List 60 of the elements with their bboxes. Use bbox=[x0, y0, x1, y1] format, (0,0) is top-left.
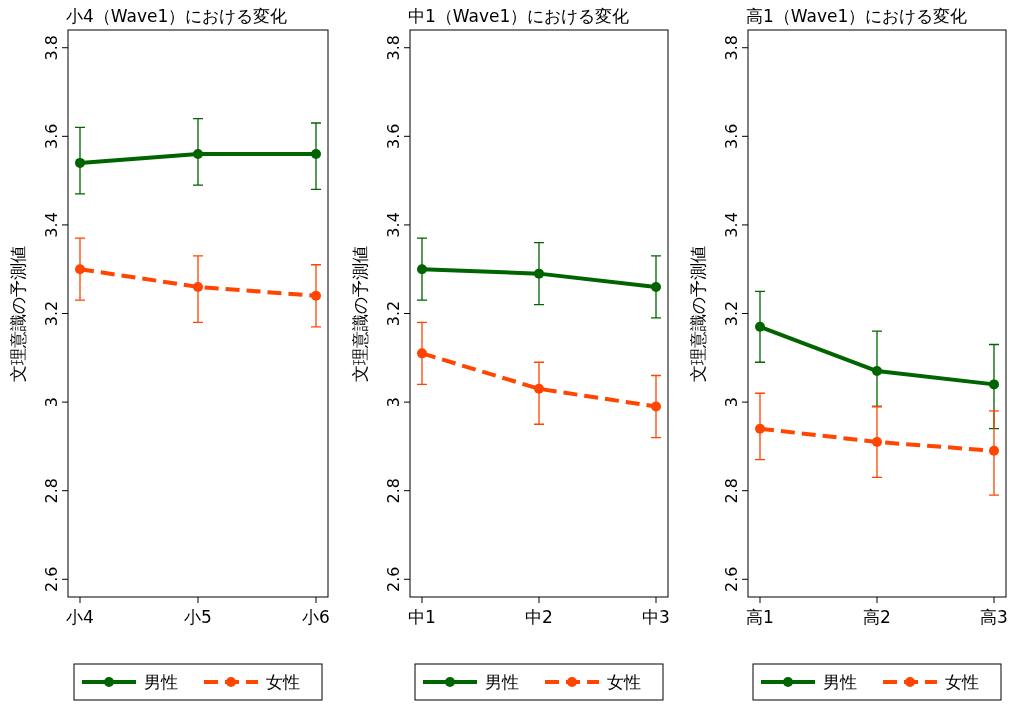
x-tick-label: 中2 bbox=[525, 607, 553, 627]
y-tick-label: 3.6 bbox=[722, 123, 741, 150]
y-axis-title: 文理意識の予測値 bbox=[688, 245, 708, 382]
chart-title: 小4（Wave1）における変化 bbox=[66, 6, 288, 26]
y-tick-label: 3.8 bbox=[42, 34, 61, 61]
x-tick-label: 小6 bbox=[302, 607, 330, 627]
legend-label: 女性 bbox=[607, 672, 641, 692]
point bbox=[872, 366, 882, 377]
legend-label: 男性 bbox=[823, 672, 857, 692]
x-tick-label: 小5 bbox=[184, 607, 212, 627]
y-tick-label: 3.6 bbox=[384, 123, 403, 150]
x-tick-label: 中1 bbox=[408, 607, 436, 627]
y-tick-label: 3.4 bbox=[42, 212, 61, 238]
y-tick-label: 2.8 bbox=[722, 477, 741, 504]
point bbox=[193, 281, 203, 292]
point bbox=[989, 445, 999, 456]
point bbox=[417, 264, 427, 275]
point bbox=[193, 149, 203, 160]
y-tick-label: 3.2 bbox=[42, 300, 61, 327]
point bbox=[872, 436, 882, 447]
legend-label: 男性 bbox=[144, 672, 178, 692]
legend-label: 男性 bbox=[485, 672, 519, 692]
point bbox=[755, 423, 765, 434]
y-axis-title: 文理意識の予測値 bbox=[8, 245, 28, 382]
y-tick-label: 3 bbox=[384, 397, 403, 408]
point bbox=[75, 157, 85, 168]
point bbox=[311, 290, 321, 301]
x-tick-label: 中3 bbox=[642, 607, 670, 627]
y-tick-label: 3.8 bbox=[722, 34, 741, 61]
chart-title: 中1（Wave1）における変化 bbox=[408, 6, 630, 26]
x-tick-label: 高3 bbox=[980, 607, 1008, 627]
x-tick-label: 小4 bbox=[66, 607, 94, 627]
legend-label: 女性 bbox=[266, 672, 300, 692]
x-tick-label: 高2 bbox=[863, 607, 891, 627]
y-tick-label: 2.6 bbox=[42, 566, 61, 593]
point bbox=[534, 268, 544, 279]
y-tick-label: 3 bbox=[722, 397, 741, 408]
point bbox=[755, 321, 765, 332]
point bbox=[651, 281, 661, 292]
point bbox=[311, 149, 321, 160]
y-tick-label: 3.4 bbox=[722, 212, 741, 238]
y-axis-title: 文理意識の予測値 bbox=[350, 245, 370, 382]
y-tick-label: 3.6 bbox=[42, 123, 61, 150]
chart-title: 高1（Wave1）における変化 bbox=[746, 6, 968, 26]
point bbox=[989, 379, 999, 390]
y-tick-label: 3 bbox=[42, 397, 61, 408]
point bbox=[534, 383, 544, 394]
point bbox=[417, 348, 427, 359]
y-tick-label: 2.6 bbox=[384, 566, 403, 593]
y-tick-label: 3.8 bbox=[384, 34, 403, 61]
x-tick-label: 高1 bbox=[746, 607, 774, 627]
y-tick-label: 2.8 bbox=[42, 477, 61, 504]
point bbox=[75, 264, 85, 275]
y-tick-label: 2.8 bbox=[384, 477, 403, 504]
y-tick-label: 3.2 bbox=[722, 300, 741, 327]
point bbox=[651, 401, 661, 412]
y-tick-label: 3.2 bbox=[384, 300, 403, 327]
y-tick-label: 2.6 bbox=[722, 566, 741, 593]
y-tick-label: 3.4 bbox=[384, 212, 403, 238]
legend-label: 女性 bbox=[945, 672, 979, 692]
